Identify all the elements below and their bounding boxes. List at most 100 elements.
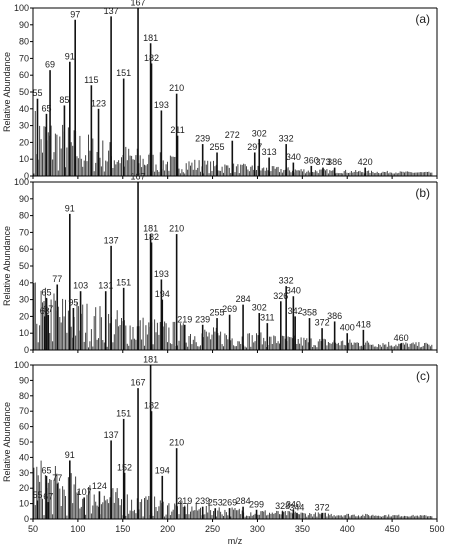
y-tick-label: 80 (19, 391, 29, 401)
peak-label: 302 (252, 129, 267, 139)
peak-label: 77 (52, 274, 62, 284)
peak-label: 167 (131, 378, 146, 388)
peak-label: 373 (315, 157, 330, 167)
peak-label: 193 (154, 269, 169, 279)
peak-label: 65 (41, 103, 51, 113)
x-tick-label: 400 (340, 524, 355, 534)
peak-label: 182 (144, 232, 159, 242)
peak-label: 311 (260, 313, 274, 323)
peak-label: 210 (169, 224, 184, 234)
y-tick-label: 40 (19, 452, 29, 462)
peak-label: 67 (43, 492, 53, 502)
peak-label: 284 (236, 496, 251, 506)
x-tick-label: 50 (28, 524, 38, 534)
y-tick-label: 10 (19, 499, 29, 509)
x-axis-title: m/z (228, 536, 243, 546)
peak-label: 255 (210, 308, 225, 318)
peak-label: 255 (210, 142, 225, 152)
y-tick-label: 50 (19, 437, 29, 447)
peak-label: 326 (273, 291, 288, 301)
y-tick-label: 100 (14, 3, 29, 13)
peak-label: 91 (65, 51, 75, 61)
y-tick-label: 90 (19, 194, 29, 204)
peak-label: 420 (358, 157, 373, 167)
peak-label: 360 (304, 155, 319, 165)
peak-label: 85 (59, 95, 69, 105)
peak-label: 115 (84, 75, 98, 85)
x-tick-label: 200 (160, 524, 175, 534)
peak-label: 65 (41, 465, 51, 475)
peak-label: 332 (279, 134, 294, 144)
y-tick-label: 40 (19, 278, 29, 288)
peak-label: 167 (131, 0, 146, 8)
peak-label: 131 (98, 281, 113, 291)
peak-label: 269 (222, 304, 237, 314)
peak-label: 97 (70, 9, 80, 19)
peak-label: 239 (195, 134, 210, 144)
peak-label: 313 (262, 147, 277, 157)
peak-label: 372 (315, 502, 330, 512)
x-tick-label: 100 (70, 524, 85, 534)
peak-label: 152 (117, 462, 132, 472)
peak-label: 332 (279, 276, 294, 286)
peak-label: 182 (144, 53, 159, 63)
x-tick-label: 500 (429, 524, 444, 534)
panel-label: (c) (416, 369, 430, 383)
y-tick-label: 60 (19, 244, 29, 254)
y-tick-label: 30 (19, 295, 29, 305)
y-tick-label: 0 (24, 171, 29, 181)
x-tick-label: 350 (295, 524, 310, 534)
peak-label: 386 (327, 311, 342, 321)
y-tick-label: 30 (19, 468, 29, 478)
peak-label: 193 (154, 100, 169, 110)
background-ions (33, 282, 433, 350)
peak-label: 151 (116, 68, 131, 78)
y-tick-label: 50 (19, 87, 29, 97)
peak-label: 239 (195, 496, 210, 506)
peak-label: 69 (45, 60, 55, 70)
y-tick-label: 50 (19, 261, 29, 271)
y-tick-label: 80 (19, 211, 29, 221)
peak-label: 181 (143, 355, 158, 365)
y-tick-label: 100 (14, 360, 29, 370)
peak-label: 194 (155, 289, 170, 299)
background-ions (33, 460, 433, 519)
peak-label: 219 (177, 314, 192, 324)
y-tick-label: 10 (19, 328, 29, 338)
peak-label: 372 (315, 318, 330, 328)
peak-label: 272 (225, 130, 240, 140)
y-axis-title: Relative Abundance (2, 52, 12, 132)
peak-label: 239 (195, 314, 210, 324)
y-tick-label: 60 (19, 70, 29, 80)
peak-label: 151 (116, 408, 131, 418)
peak-label: 107 (77, 487, 92, 497)
peak-label: 65 (41, 287, 51, 297)
y-tick-label: 90 (19, 20, 29, 30)
y-tick-label: 70 (19, 227, 29, 237)
panel-label: (a) (415, 12, 430, 26)
x-tick-label: 150 (115, 524, 130, 534)
peak-label: 340 (286, 286, 301, 296)
peak-label: 253 (208, 498, 223, 508)
peak-label: 91 (65, 450, 75, 460)
peak-label: 460 (394, 333, 409, 343)
y-tick-label: 20 (19, 137, 29, 147)
peak-label: 342 (288, 306, 303, 316)
peak-label: 328 (275, 501, 290, 511)
peak-label: 269 (222, 498, 237, 508)
x-tick-label: 300 (250, 524, 265, 534)
peak-label: 181 (143, 224, 158, 234)
y-tick-label: 40 (19, 104, 29, 114)
peak-label: 63 (40, 306, 50, 316)
peak-label: 151 (116, 277, 131, 287)
peak-label: 194 (155, 465, 170, 475)
peak-label: 137 (104, 430, 119, 440)
peak-label: 137 (104, 6, 119, 16)
peak-label: 124 (92, 481, 107, 491)
peak-label: 340 (286, 499, 301, 509)
y-tick-label: 30 (19, 121, 29, 131)
y-tick-label: 20 (19, 311, 29, 321)
